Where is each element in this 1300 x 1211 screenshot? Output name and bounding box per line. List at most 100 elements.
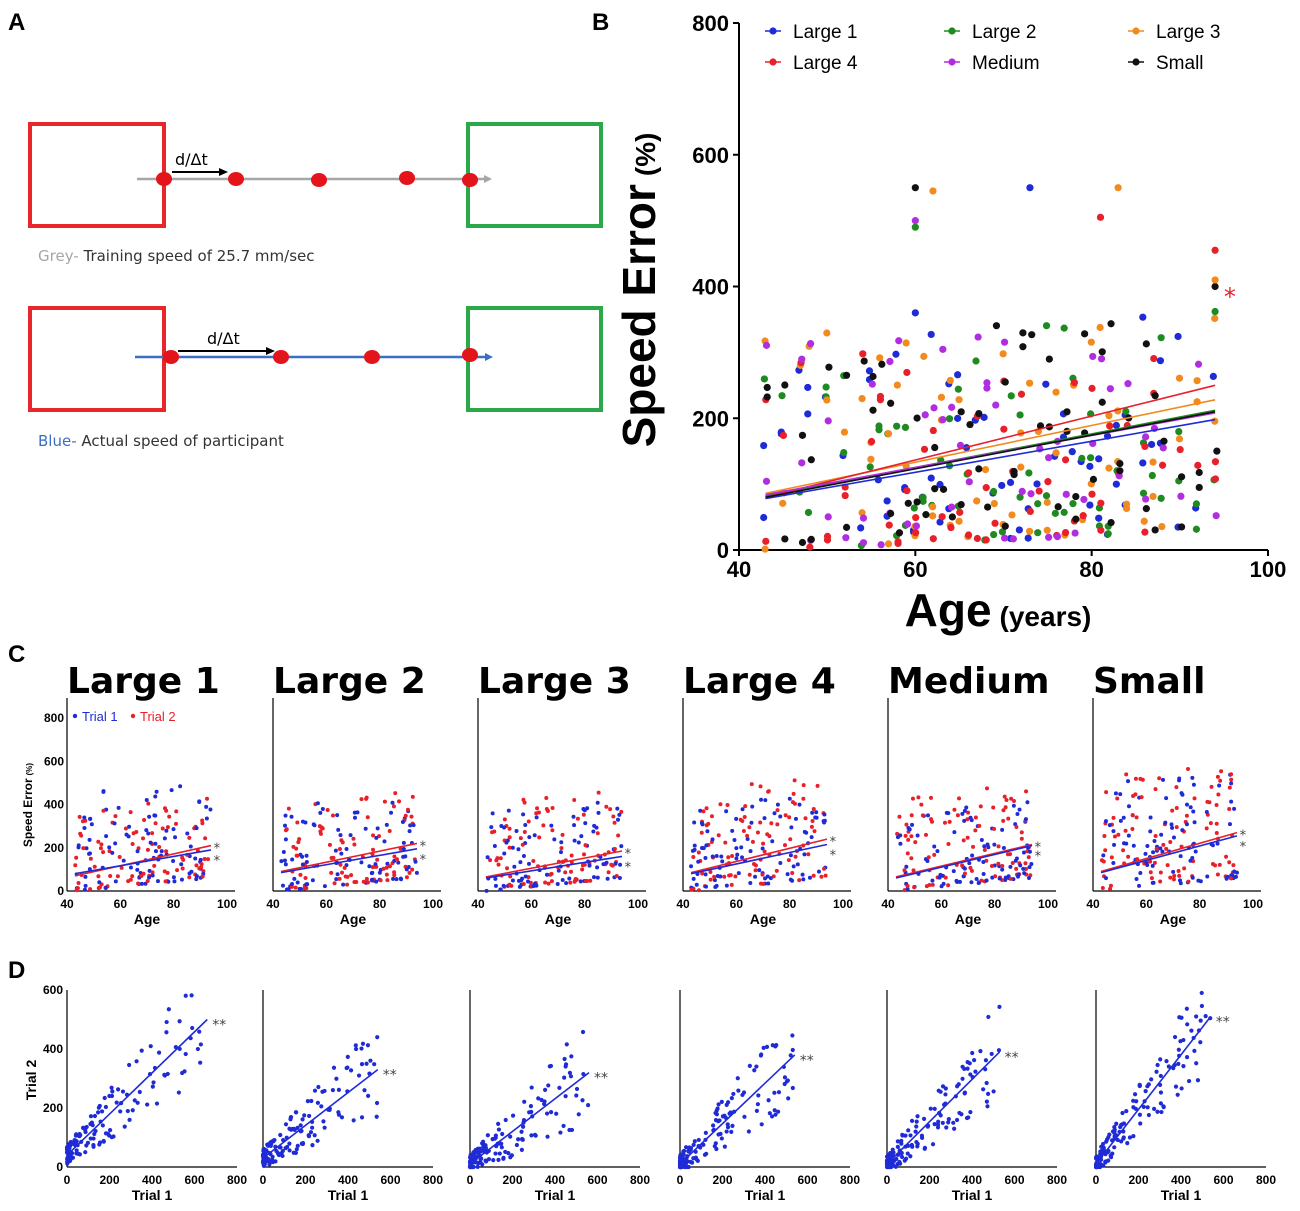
data-point (359, 1115, 365, 1120)
trial1-point (97, 880, 102, 885)
data-point (929, 187, 937, 195)
trial1-point (699, 821, 704, 826)
data-point (906, 1128, 911, 1133)
data-point (1106, 422, 1114, 430)
data-point (704, 1151, 709, 1156)
data-point (1025, 469, 1033, 477)
x-axis-label: Age (750, 911, 777, 927)
data-point (365, 1043, 371, 1048)
data-point (1116, 467, 1124, 475)
trial2-point (150, 870, 155, 875)
trial1-point (937, 875, 942, 880)
trial1-point (703, 872, 708, 877)
data-point (948, 403, 956, 411)
data-point (110, 1089, 115, 1094)
trial1-point (493, 876, 498, 881)
trial2-point (758, 820, 763, 825)
trial1-point (1101, 853, 1106, 858)
data-point (116, 1087, 121, 1092)
y-axis-label: Speed Error(%) (21, 763, 35, 847)
trial1-point (560, 878, 565, 883)
trial2-point (1108, 883, 1113, 888)
data-point (545, 1134, 550, 1139)
data-point (305, 1099, 310, 1104)
data-point (760, 375, 768, 383)
data-point (1112, 1145, 1117, 1150)
trial2-point (984, 858, 989, 863)
data-point (1034, 529, 1042, 537)
x-tick-label: 200 (502, 1173, 522, 1187)
data-point (869, 406, 877, 414)
trial1-point (127, 824, 132, 829)
data-point (1115, 1137, 1120, 1143)
trial1-point (283, 823, 288, 828)
trial2-point (610, 863, 615, 868)
trial1-point (484, 888, 489, 893)
trial2-point (809, 824, 814, 829)
trial1-point (981, 860, 986, 865)
data-point (1025, 379, 1034, 387)
data-point (956, 508, 964, 516)
trial2-point (339, 838, 344, 843)
trial1-point (757, 868, 762, 873)
data-point (1018, 487, 1026, 496)
trial1-point (740, 855, 745, 860)
trial1-point (1018, 863, 1023, 868)
data-point (1105, 412, 1113, 420)
data-point (574, 1093, 579, 1098)
data-point (1124, 380, 1132, 388)
data-point (1010, 467, 1018, 476)
trial1-point (1143, 851, 1148, 856)
data-point (506, 1151, 511, 1156)
trial2-point (508, 874, 513, 879)
data-point (375, 1035, 380, 1040)
significance-annotation: * (214, 854, 221, 869)
trial1-point (925, 858, 930, 863)
data-point (1145, 1084, 1150, 1089)
trial1-point (87, 837, 92, 842)
data-point (908, 1133, 913, 1138)
trial1-fit-line (485, 855, 623, 879)
y-tick-label: 200 (44, 841, 64, 855)
trial2-point (704, 806, 709, 811)
trial2-point (297, 837, 302, 842)
trial1-point (336, 827, 341, 832)
trial2-point (98, 846, 103, 851)
data-point (842, 534, 850, 542)
data-point (1139, 459, 1147, 467)
trial2-point (969, 868, 974, 873)
trial1-point (595, 800, 600, 805)
data-point (500, 1131, 505, 1137)
trial1-point (519, 878, 524, 883)
trial2-point (352, 880, 357, 885)
trial1-point (739, 845, 744, 850)
training-marker (311, 173, 327, 187)
trial2-point (187, 875, 192, 880)
trial1-point (1229, 781, 1234, 786)
trial2-point (352, 842, 357, 847)
data-point (1095, 514, 1103, 522)
trial2-point (74, 855, 79, 860)
data-point (985, 1104, 990, 1109)
data-point (1095, 455, 1103, 463)
trial1-point (322, 884, 327, 889)
trial1-point (335, 813, 340, 818)
fit-line (765, 410, 1216, 499)
data-point (283, 1145, 288, 1151)
panel-letter-b: B (592, 9, 609, 36)
trial1-point (113, 879, 118, 884)
data-point (877, 541, 885, 549)
actual-vector-label: d/Δt (207, 329, 240, 348)
trial2-point (753, 868, 758, 873)
trial1-point (1198, 879, 1203, 884)
fit-line (262, 1069, 379, 1159)
data-point (759, 1122, 764, 1127)
trial1-point (814, 815, 819, 820)
trial2-point (1174, 825, 1179, 830)
trial2-point (1130, 813, 1135, 818)
data-point (1028, 331, 1036, 339)
training-marker (462, 173, 478, 187)
data-point (368, 1058, 373, 1063)
trial2-point (996, 844, 1001, 849)
trial1-point (969, 880, 974, 885)
